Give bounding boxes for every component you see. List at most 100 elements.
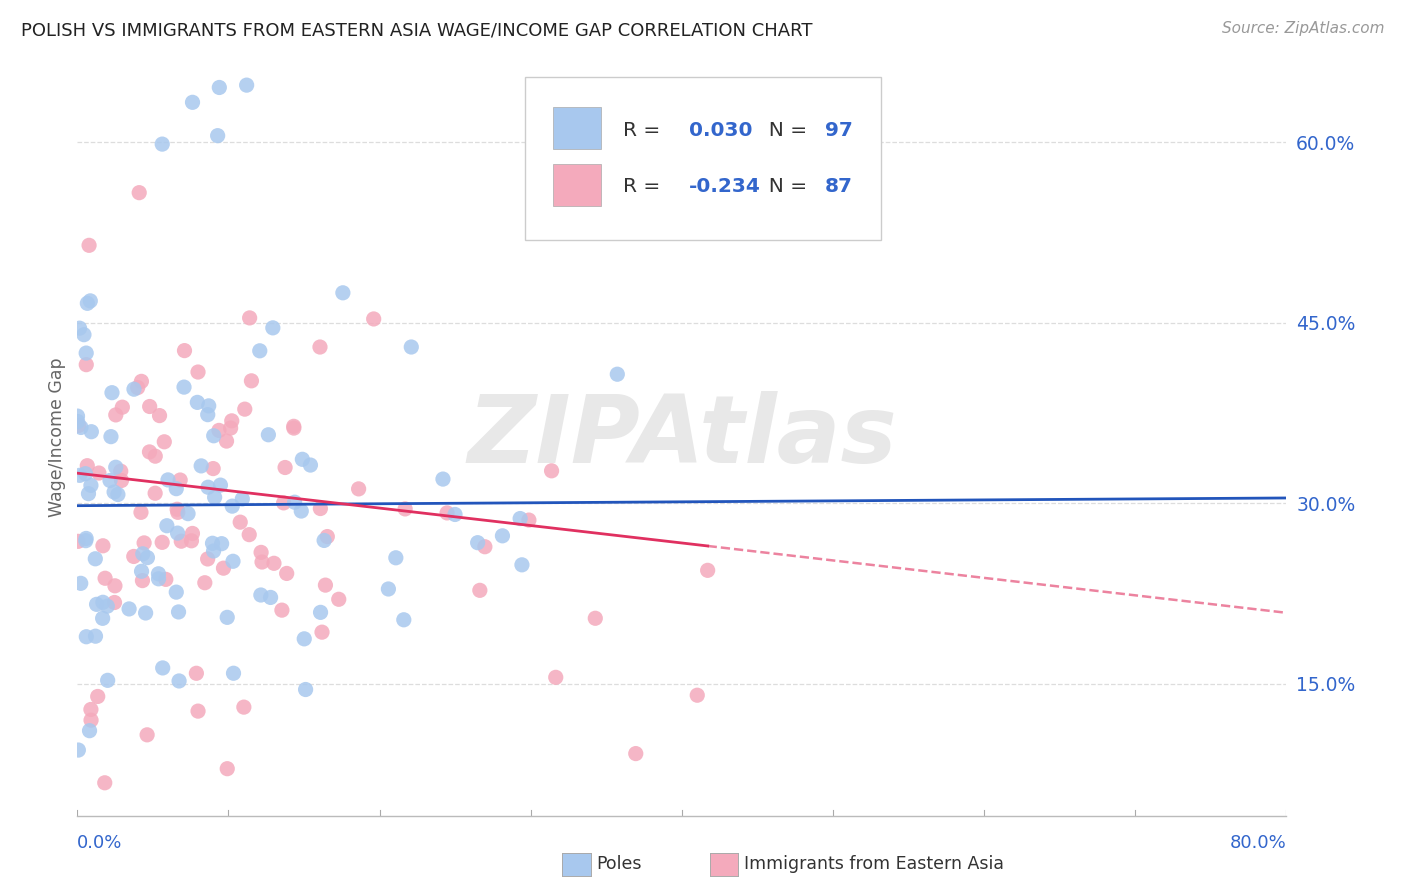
Point xyxy=(148,409,170,423)
Point xyxy=(80,713,103,727)
Point xyxy=(309,340,332,354)
Point xyxy=(491,529,513,543)
Point xyxy=(66,409,89,423)
Point xyxy=(239,310,262,325)
Point xyxy=(540,464,562,478)
Point xyxy=(127,381,149,395)
Point xyxy=(122,382,145,396)
Point xyxy=(212,561,235,575)
Point xyxy=(250,555,273,569)
Point xyxy=(328,592,350,607)
Point xyxy=(148,566,170,581)
Point xyxy=(217,762,239,776)
Point xyxy=(187,365,209,379)
Point xyxy=(221,414,243,428)
Point xyxy=(166,502,188,516)
Point xyxy=(194,575,217,590)
Point xyxy=(197,399,219,413)
Point xyxy=(259,591,281,605)
Point xyxy=(150,535,173,549)
Text: -0.234: -0.234 xyxy=(689,178,761,196)
Point xyxy=(110,474,132,488)
Point xyxy=(392,613,415,627)
Text: 80.0%: 80.0% xyxy=(1230,834,1286,852)
Text: N =: N = xyxy=(755,120,813,139)
Point xyxy=(284,495,307,509)
Point xyxy=(273,496,295,510)
Text: Poles: Poles xyxy=(596,855,641,873)
Point xyxy=(69,321,91,335)
Point xyxy=(75,630,97,644)
Point xyxy=(131,564,153,578)
Text: ZIPAtlas: ZIPAtlas xyxy=(467,391,897,483)
Point xyxy=(131,375,153,389)
Point xyxy=(314,533,336,548)
Point xyxy=(103,485,125,500)
Point xyxy=(77,238,100,252)
Point xyxy=(100,430,122,444)
Point xyxy=(197,408,219,422)
Point xyxy=(309,606,332,620)
Point xyxy=(80,425,103,439)
Point xyxy=(187,704,209,718)
Point xyxy=(211,537,233,551)
Point xyxy=(98,474,121,488)
Point xyxy=(208,424,231,438)
Point xyxy=(110,464,132,478)
Point xyxy=(232,700,254,714)
Point xyxy=(197,552,219,566)
Point xyxy=(67,743,90,757)
Point xyxy=(222,554,245,568)
Point xyxy=(156,473,179,487)
Text: 87: 87 xyxy=(824,178,852,196)
Point xyxy=(262,321,284,335)
Point xyxy=(118,602,141,616)
Text: R =: R = xyxy=(623,178,666,196)
Point xyxy=(69,576,91,591)
Point xyxy=(257,427,280,442)
Point xyxy=(94,776,117,790)
Point xyxy=(135,606,157,620)
Point xyxy=(70,420,93,434)
Point xyxy=(150,137,173,152)
Point xyxy=(143,449,166,463)
Point xyxy=(233,402,256,417)
Point xyxy=(131,574,153,588)
Point xyxy=(229,515,252,529)
Point xyxy=(107,487,129,501)
Text: N =: N = xyxy=(755,178,813,196)
Bar xyxy=(553,107,600,149)
Point xyxy=(377,582,399,596)
Point xyxy=(132,547,155,561)
Point xyxy=(385,550,408,565)
Point xyxy=(134,536,156,550)
Point xyxy=(165,482,187,496)
Point xyxy=(202,461,225,475)
Point xyxy=(181,526,204,541)
Point xyxy=(87,466,110,480)
Point xyxy=(75,467,97,481)
Point xyxy=(240,374,263,388)
Point xyxy=(167,673,190,688)
Point xyxy=(75,346,97,360)
Point xyxy=(263,557,285,571)
Point xyxy=(169,473,191,487)
Point xyxy=(208,80,231,95)
Point xyxy=(76,296,98,310)
Point xyxy=(86,598,108,612)
Point xyxy=(84,551,107,566)
Point xyxy=(299,458,322,472)
Point xyxy=(186,666,208,681)
Point xyxy=(136,550,159,565)
Point xyxy=(221,499,243,513)
Point xyxy=(166,505,188,519)
Point xyxy=(444,508,467,522)
Text: Immigrants from Eastern Asia: Immigrants from Eastern Asia xyxy=(744,855,1004,873)
Point xyxy=(332,285,354,300)
Point xyxy=(170,534,193,549)
Point xyxy=(181,95,204,110)
Point xyxy=(235,78,257,92)
Text: POLISH VS IMMIGRANTS FROM EASTERN ASIA WAGE/INCOME GAP CORRELATION CHART: POLISH VS IMMIGRANTS FROM EASTERN ASIA W… xyxy=(21,21,813,39)
Point xyxy=(202,429,225,443)
Point xyxy=(311,625,333,640)
